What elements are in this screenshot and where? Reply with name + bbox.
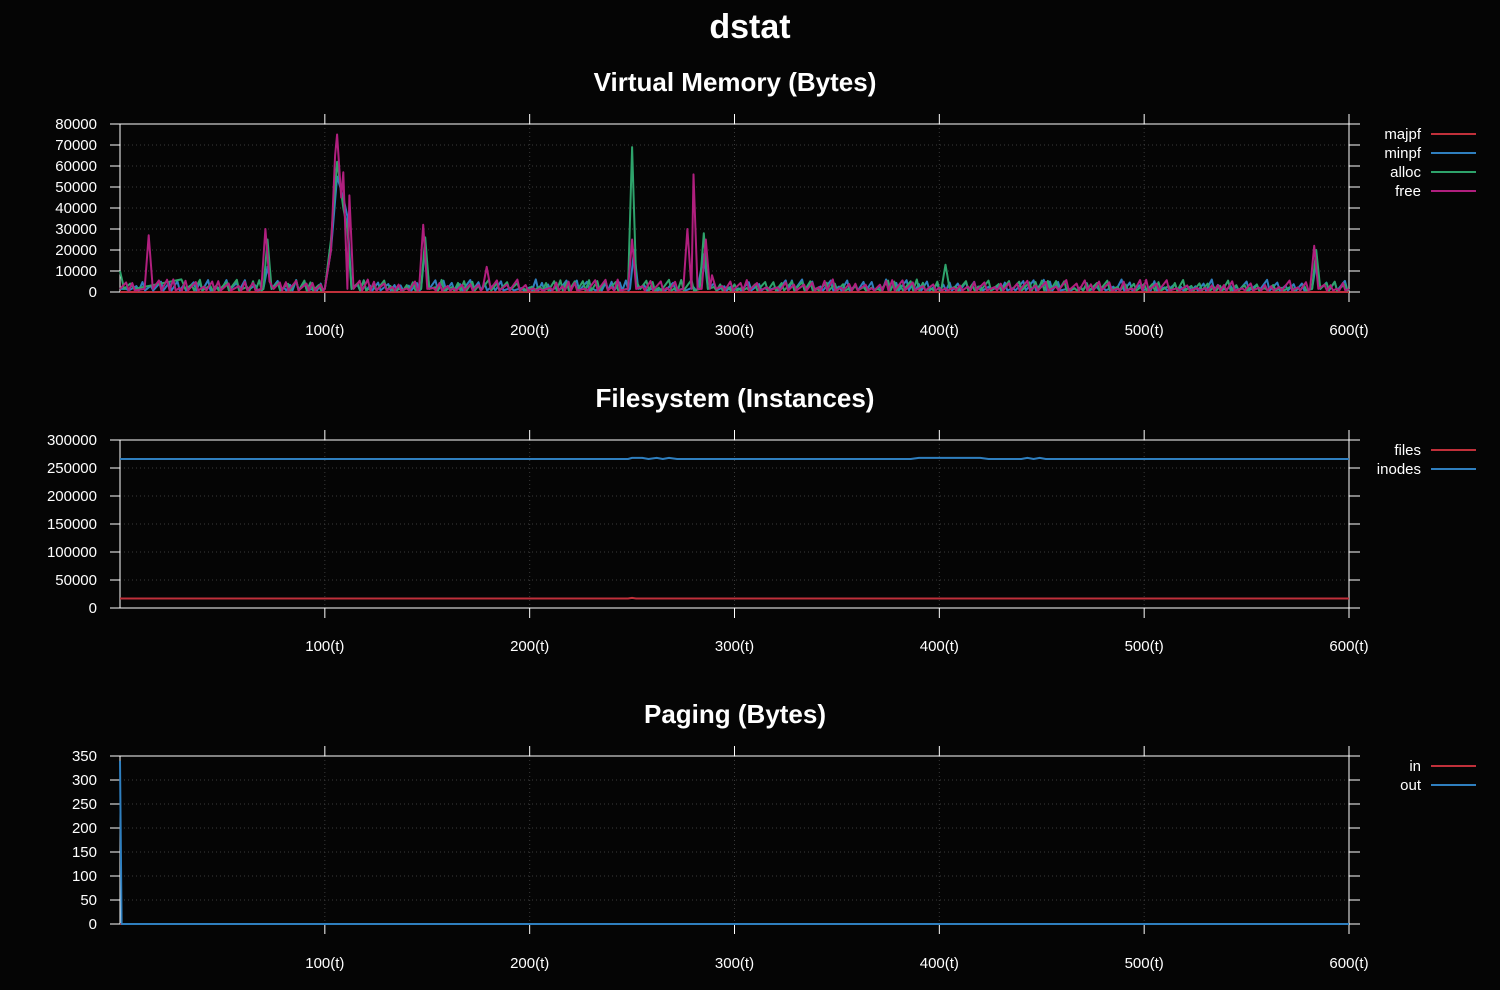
x-tick-label: 600(t) <box>1329 955 1368 972</box>
y-tick-label: 100 <box>72 868 97 885</box>
y-tick-label: 0 <box>89 916 97 933</box>
chart-panel-2: Filesystem (Instances) 0 50000 100000 150000… <box>47 383 1476 655</box>
page-title: dstat <box>709 8 791 46</box>
x-tick-label: 100(t) <box>305 322 344 339</box>
legend-label-minpf: minpf <box>1384 145 1422 162</box>
x-tick-label: 200(t) <box>510 955 549 972</box>
x-tick-label: 300(t) <box>715 955 754 972</box>
x-tick-label: 400(t) <box>920 322 959 339</box>
y-tick-label: 50 <box>80 892 97 909</box>
x-tick-label: 100(t) <box>305 638 344 655</box>
y-tick-label: 70000 <box>55 137 97 154</box>
y-tick-label: 200 <box>72 820 97 837</box>
y-tick-label: 250 <box>72 796 97 813</box>
x-tick-label: 300(t) <box>715 322 754 339</box>
x-tick-label: 200(t) <box>510 322 549 339</box>
x-tick-label: 300(t) <box>715 638 754 655</box>
y-tick-label: 150 <box>72 844 97 861</box>
x-tick-label: 400(t) <box>920 638 959 655</box>
legend-label-majpf: majpf <box>1384 126 1422 143</box>
y-tick-label: 40000 <box>55 200 97 217</box>
y-tick-label: 150000 <box>47 516 97 533</box>
y-tick-label: 50000 <box>55 179 97 196</box>
y-tick-label: 20000 <box>55 242 97 259</box>
y-tick-label: 0 <box>89 600 97 617</box>
chart-panel-1: Virtual Memory (Bytes) 0 10000 20000 30000 40… <box>55 67 1476 339</box>
chart-title: Paging (Bytes) <box>644 699 826 729</box>
y-tick-label: 300000 <box>47 432 97 449</box>
legend-label-inodes: inodes <box>1377 461 1421 478</box>
x-tick-label: 400(t) <box>920 955 959 972</box>
legend-label-free: free <box>1395 183 1421 200</box>
legend-label-files: files <box>1394 442 1421 459</box>
y-tick-label: 350 <box>72 748 97 765</box>
chart-title: Virtual Memory (Bytes) <box>594 67 877 97</box>
y-tick-label: 200000 <box>47 488 97 505</box>
legend-label-out: out <box>1400 777 1422 794</box>
series-line-inodes <box>120 456 1349 460</box>
x-tick-label: 500(t) <box>1125 955 1164 972</box>
series-line-out <box>119 760 1349 925</box>
x-tick-label: 500(t) <box>1125 322 1164 339</box>
x-tick-label: 600(t) <box>1329 638 1368 655</box>
legend-label-alloc: alloc <box>1390 164 1421 181</box>
series-line-files <box>120 596 1349 600</box>
y-tick-label: 50000 <box>55 572 97 589</box>
y-tick-label: 60000 <box>55 158 97 175</box>
y-tick-label: 250000 <box>47 460 97 477</box>
y-tick-label: 80000 <box>55 116 97 133</box>
legend-label-in: in <box>1409 758 1421 775</box>
chart-title: Filesystem (Instances) <box>596 383 875 413</box>
y-tick-label: 10000 <box>55 263 97 280</box>
y-tick-label: 30000 <box>55 221 97 238</box>
x-tick-label: 600(t) <box>1329 322 1368 339</box>
x-tick-label: 100(t) <box>305 955 344 972</box>
y-tick-label: 300 <box>72 772 97 789</box>
x-tick-label: 200(t) <box>510 638 549 655</box>
series-line-minpf <box>119 175 1350 292</box>
series-line-free <box>119 133 1350 292</box>
chart-panel-3: Paging (Bytes) 0 50 100 150 200 250 300 350 100(t… <box>72 699 1476 972</box>
y-tick-label: 0 <box>89 284 97 301</box>
x-tick-label: 500(t) <box>1125 638 1164 655</box>
y-tick-label: 100000 <box>47 544 97 561</box>
